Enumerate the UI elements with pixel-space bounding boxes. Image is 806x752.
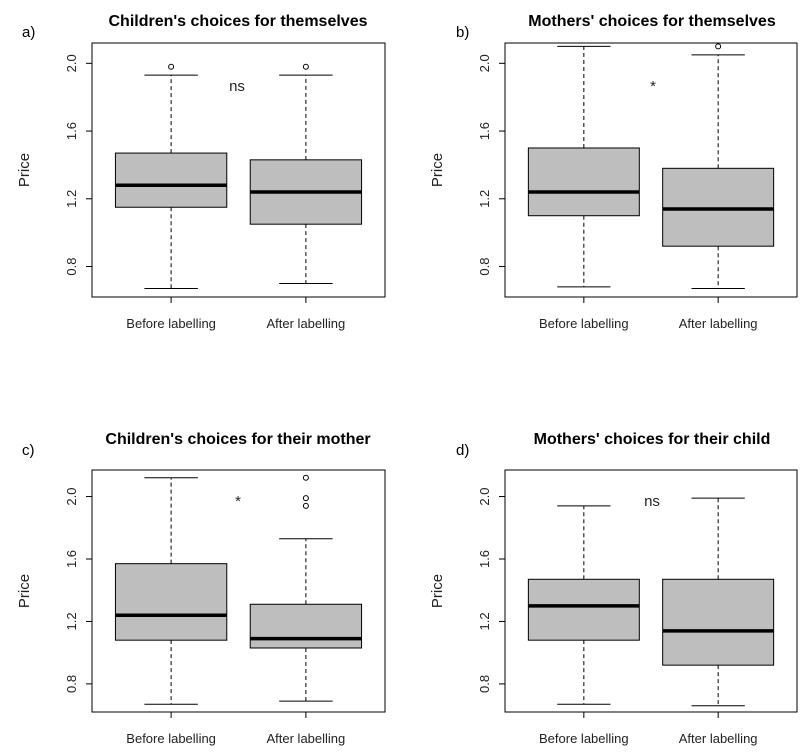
box-before [527, 45, 640, 288]
box-before [527, 505, 640, 705]
iqr-box [662, 578, 775, 666]
panel-a: a) Children's choices for themselves 0.8 1.… [16, 13, 386, 331]
y-tick-label: 2.0 [477, 54, 492, 72]
iqr-box [527, 578, 640, 641]
panel-title: Children's choices for their mother [105, 431, 370, 448]
plot-frame [504, 469, 798, 713]
plot-frame [91, 469, 386, 713]
outlier-point [302, 63, 309, 70]
x-tick-label: Before labelling [539, 316, 629, 331]
iqr-box [114, 152, 228, 208]
x-tick-label: After labelling [679, 316, 758, 331]
significance-annotation: * [235, 493, 241, 510]
y-tick-label: 1.2 [64, 190, 79, 208]
x-tick-label: Before labelling [126, 731, 216, 746]
box-after [662, 43, 775, 290]
iqr-box [527, 147, 640, 217]
y-tick-label: 1.6 [64, 122, 79, 140]
outlier-point [302, 502, 309, 509]
y-tick-label: 2.0 [64, 54, 79, 72]
significance-annotation: ns [644, 493, 660, 510]
box-before [114, 63, 228, 290]
panel-letter: b) [456, 24, 469, 41]
box-after [249, 474, 363, 702]
iqr-box [114, 563, 228, 641]
x-tick-label: After labelling [266, 316, 345, 331]
x-tick-label: Before labelling [539, 731, 629, 746]
outlier-point [715, 43, 722, 50]
y-tick-label: 0.8 [64, 257, 79, 275]
significance-annotation: * [650, 78, 656, 95]
panel-letter: c) [22, 442, 35, 459]
outlier-point [302, 474, 309, 481]
panel-c: c) Children's choices for their mother 0.8… [16, 431, 386, 746]
panel-title: Mothers' choices for themselves [528, 13, 776, 30]
box-after [249, 63, 363, 284]
panel-b: b) Mothers' choices for themselves 0.8 1.2 1… [429, 13, 798, 331]
y-tick-label: 0.8 [477, 257, 492, 275]
significance-annotation: ns [229, 78, 245, 95]
y-tick-label: 0.8 [64, 675, 79, 693]
y-axis-title: Price [16, 574, 33, 608]
outlier-point [168, 63, 175, 70]
y-tick-label: 1.2 [477, 612, 492, 630]
x-tick-label: After labelling [679, 731, 758, 746]
box-before [114, 477, 228, 705]
box-after [662, 497, 775, 707]
y-tick-label: 1.6 [477, 550, 492, 568]
y-tick-label: 1.6 [64, 550, 79, 568]
panel-d: d) Mothers' choices for their child 0.8 1.2… [429, 431, 798, 746]
y-tick-label: 2.0 [64, 488, 79, 506]
y-tick-label: 1.2 [64, 612, 79, 630]
panel-letter: d) [456, 442, 469, 459]
y-tick-label: 0.8 [477, 675, 492, 693]
y-tick-label: 1.6 [477, 122, 492, 140]
x-tick-label: Before labelling [126, 316, 216, 331]
y-axis-title: Price [16, 153, 33, 187]
iqr-box [249, 603, 363, 649]
y-axis-title: Price [429, 574, 446, 608]
y-tick-label: 1.2 [477, 190, 492, 208]
outlier-point [302, 495, 309, 502]
plot-frame [504, 42, 798, 298]
y-axis-title: Price [429, 153, 446, 187]
panel-title: Mothers' choices for their child [534, 431, 771, 448]
panel-letter: a) [22, 24, 35, 41]
plot-frame [91, 42, 386, 298]
y-tick-label: 2.0 [477, 488, 492, 506]
panel-title: Children's choices for themselves [108, 13, 367, 30]
x-tick-label: After labelling [266, 731, 345, 746]
